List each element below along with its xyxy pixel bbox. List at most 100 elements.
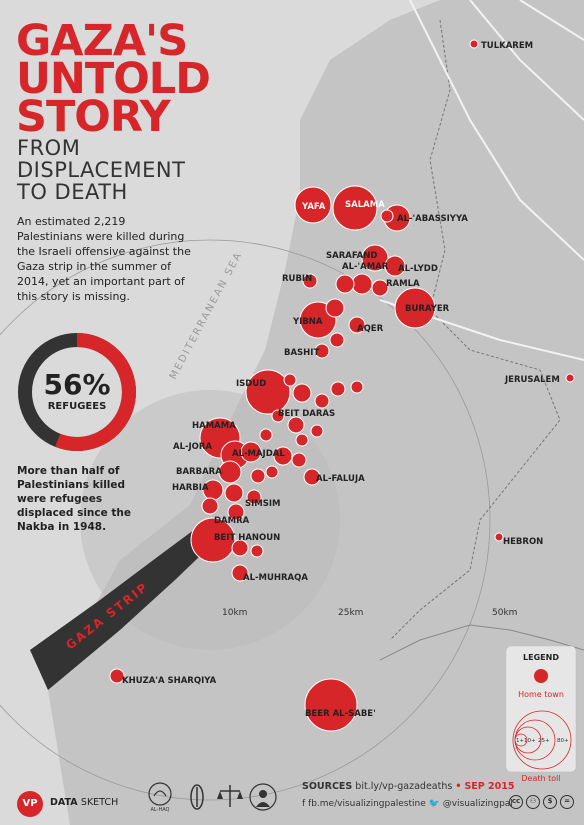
- bubble-small[interactable]: [380, 209, 394, 223]
- sources-label: SOURCES: [302, 781, 353, 792]
- bubble-beit-hanoun[interactable]: [190, 517, 236, 563]
- brand-sketch: SKETCH: [80, 797, 119, 808]
- town-bubbles: [109, 185, 436, 732]
- legend-box: [505, 645, 577, 773]
- bubble-khuzaa[interactable]: [109, 668, 125, 684]
- social-line: f fb.me/visualizingpalestine 🐦 @visualiz…: [302, 799, 513, 809]
- bubble-beit-daras-b[interactable]: [314, 393, 330, 409]
- brand-text: DATA SKETCH: [50, 797, 118, 808]
- sources-url[interactable]: bit.ly/vp-gazadeaths: [355, 781, 453, 792]
- legend-ring-80: [512, 710, 572, 770]
- bubble-sm3[interactable]: [350, 380, 364, 394]
- road: [519, 0, 584, 41]
- bubble-sm16[interactable]: [250, 544, 264, 558]
- nd-icon: =: [560, 795, 574, 809]
- bubble-sm1[interactable]: [283, 373, 297, 387]
- partner-logo-3: [217, 785, 243, 807]
- bubble-sm15[interactable]: [231, 539, 249, 557]
- bubble-ramla-a[interactable]: [351, 273, 373, 295]
- donut-label: REFUGEES: [47, 401, 107, 412]
- donut-percent: 56%: [43, 368, 111, 401]
- town-label-khuzaa-sharqiya: KHUZA'A SHARQIYA: [122, 676, 217, 686]
- bubble-sm13[interactable]: [224, 483, 244, 503]
- bubble-yibna-b[interactable]: [325, 298, 345, 318]
- twitter-icon: 🐦: [428, 799, 440, 809]
- subtitle-line-2: DISPLACEMENT: [17, 158, 186, 182]
- bubble-burayer[interactable]: [394, 287, 436, 329]
- bubble-sm2[interactable]: [330, 381, 346, 397]
- partner-logo-4: [249, 783, 277, 811]
- town-labels: TULKAREM JERUSALEM HEBRON YAFA SALAMA AL…: [122, 41, 560, 719]
- town-label-aqer: AQER: [357, 324, 384, 334]
- bubble-aqer[interactable]: [348, 316, 366, 334]
- partner-logo-al-haq: AL-HAQ: [148, 782, 172, 813]
- bubble-beer-al-sabe[interactable]: [304, 678, 358, 732]
- bubble-sm9[interactable]: [273, 446, 293, 466]
- road: [409, 0, 584, 261]
- town-label-beit-daras: BEIT DARAS: [278, 409, 335, 419]
- bubble-damra[interactable]: [227, 503, 245, 521]
- town-label-harbia: HARBIA: [172, 483, 209, 493]
- bubble-isdud[interactable]: [245, 369, 291, 415]
- bubble-al-lydd[interactable]: [384, 255, 406, 277]
- bubble-yafa[interactable]: [294, 186, 332, 224]
- facebook-icon: f: [302, 799, 306, 809]
- town-label-al-abassiyya: AL-'ABASSIYYA: [397, 214, 468, 224]
- town-label-isdud: ISDUD: [236, 379, 266, 389]
- bubble-al-majdal[interactable]: [240, 441, 262, 463]
- town-label-al-amar: AL-'AMAR: [342, 262, 389, 272]
- gaza-strip: [30, 518, 225, 690]
- city-label-tulkarem: TULKAREM: [481, 41, 533, 51]
- intro-text: An estimated 2,219 Palestinians were kil…: [17, 215, 191, 303]
- city-label-hebron: HEBRON: [503, 537, 543, 547]
- town-label-burayer: BURAYER: [405, 304, 450, 314]
- bubble-al-muhraqa[interactable]: [231, 564, 249, 582]
- bubble-bashit-a[interactable]: [329, 332, 345, 348]
- town-label-hamama: HAMAMA: [192, 421, 236, 431]
- by-icon: ⚇: [526, 795, 540, 809]
- subtitle-line-1: FROM: [17, 136, 81, 160]
- town-label-simsim: SIMSIM: [245, 499, 281, 509]
- twitter-link[interactable]: @visualizingpal: [442, 799, 513, 809]
- distance-label-25km: 25km: [338, 608, 363, 618]
- bubble-ramla-c[interactable]: [371, 279, 389, 297]
- bubble-simsim[interactable]: [246, 489, 262, 505]
- city-label-jerusalem: JERUSALEM: [504, 375, 560, 385]
- donut-arc: [18, 333, 136, 451]
- partner-logo-2: [190, 784, 204, 810]
- bubble-al-faluja[interactable]: [303, 468, 321, 486]
- bubble-barbara[interactable]: [218, 460, 242, 484]
- legend-tier-25: 25+: [538, 738, 550, 744]
- bubble-bashit-b[interactable]: [314, 343, 330, 359]
- bubble-rubin[interactable]: [302, 273, 318, 289]
- legend-tier-80: 80+: [557, 738, 569, 744]
- bubble-sm8[interactable]: [259, 428, 273, 442]
- town-label-rubin: RUBIN: [282, 274, 312, 284]
- bubble-ramla-b[interactable]: [335, 274, 355, 294]
- bubble-sarafand[interactable]: [361, 244, 389, 272]
- subtitle-line-3: TO DEATH: [17, 180, 128, 204]
- city-marker-jerusalem: [565, 373, 575, 383]
- sources-line: SOURCES bit.ly/vp-gazadeaths • SEP 2015: [302, 781, 515, 792]
- bubble-beit-daras-a[interactable]: [292, 383, 312, 403]
- bubble-sm4[interactable]: [287, 416, 305, 434]
- legend-death-label: Death toll: [521, 774, 560, 783]
- refugee-donut: [18, 333, 136, 451]
- bubble-sm12[interactable]: [265, 465, 279, 479]
- bubble-sm5[interactable]: [295, 433, 309, 447]
- nc-icon: $: [543, 795, 557, 809]
- legend-home-label: Home town: [518, 690, 564, 699]
- facebook-link[interactable]: fb.me/visualizingpalestine: [308, 799, 426, 809]
- legend-home-dot: [534, 669, 548, 683]
- town-label-barbara: BARBARA: [176, 467, 222, 477]
- bubble-sm10[interactable]: [291, 452, 307, 468]
- bubble-sm14[interactable]: [201, 497, 219, 515]
- town-label-al-lydd: AL-LYDD: [398, 264, 438, 274]
- bubble-salama[interactable]: [332, 185, 378, 231]
- border-east: [379, 624, 584, 661]
- bubble-sm11[interactable]: [250, 468, 266, 484]
- bubble-sm6[interactable]: [310, 424, 324, 438]
- vp-logo: VP: [17, 791, 43, 817]
- bubble-sm7[interactable]: [271, 409, 285, 423]
